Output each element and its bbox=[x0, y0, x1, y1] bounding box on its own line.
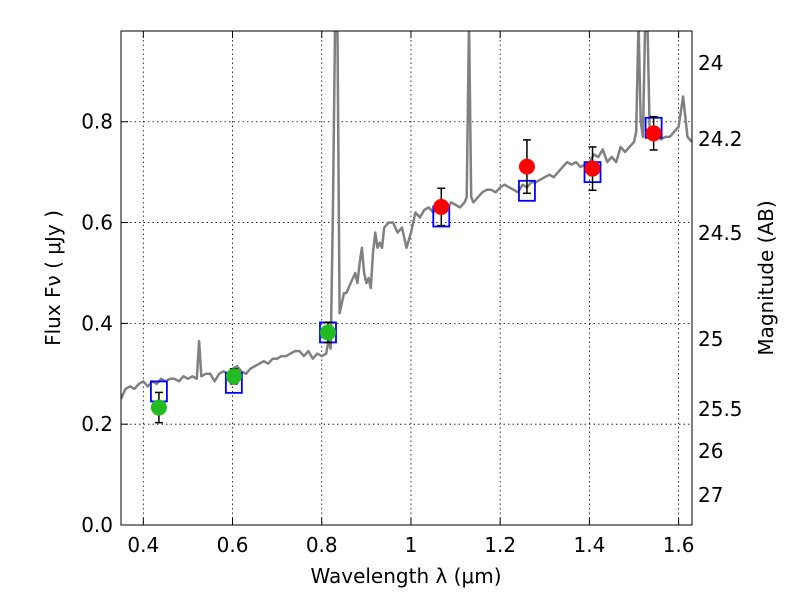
y-tick-label: 0.0 bbox=[81, 513, 113, 537]
data-point bbox=[433, 198, 450, 215]
mag-tick-label: 24.2 bbox=[698, 127, 743, 151]
y-tick-label: 0.8 bbox=[81, 110, 113, 134]
ticks: 0.4 0.6 0.8 1 1.2 1.4 1.6 0.0 0.2 0.4 0.6 0.8 bbox=[81, 31, 695, 557]
x-tick-label: 0.8 bbox=[306, 533, 338, 557]
model-points-layer bbox=[150, 116, 663, 403]
grid bbox=[121, 31, 692, 526]
x-tick-label: 1.2 bbox=[484, 533, 516, 557]
y-axis-label: Flux Fν ( μJy ) bbox=[41, 210, 65, 346]
x-tick-label: 1.6 bbox=[663, 533, 695, 557]
data-point bbox=[225, 368, 242, 385]
x-tick-label: 1.4 bbox=[573, 533, 605, 557]
mag-tick-label: 24.5 bbox=[698, 221, 743, 245]
x-axis-label: Wavelength λ (μm) bbox=[310, 564, 501, 588]
mag-tick-label: 25 bbox=[698, 327, 723, 351]
magnitude-axis-label: Magnitude (AB) bbox=[754, 200, 778, 355]
data-point bbox=[518, 158, 535, 175]
x-tick-label: 0.6 bbox=[217, 533, 249, 557]
x-tick-label: 0.4 bbox=[127, 533, 159, 557]
y-tick-label: 0.2 bbox=[81, 412, 113, 436]
spectrum-line bbox=[121, 31, 692, 400]
y-tick-label: 0.6 bbox=[81, 211, 113, 235]
x-tick-label: 1 bbox=[405, 533, 418, 557]
photometry-points-layer bbox=[150, 125, 662, 416]
plot-frame bbox=[120, 30, 693, 526]
mag-tick-label: 24 bbox=[698, 51, 723, 75]
y-tick-label: 0.4 bbox=[81, 311, 113, 335]
data-point bbox=[150, 399, 167, 416]
mag-tick-label: 25.5 bbox=[698, 397, 743, 421]
data-point bbox=[584, 160, 601, 177]
mag-tick-label: 26 bbox=[698, 439, 723, 463]
spectrum-layer bbox=[121, 31, 692, 400]
data-point bbox=[319, 324, 336, 341]
data-point bbox=[645, 125, 662, 142]
mag-tick-label: 27 bbox=[698, 483, 723, 507]
